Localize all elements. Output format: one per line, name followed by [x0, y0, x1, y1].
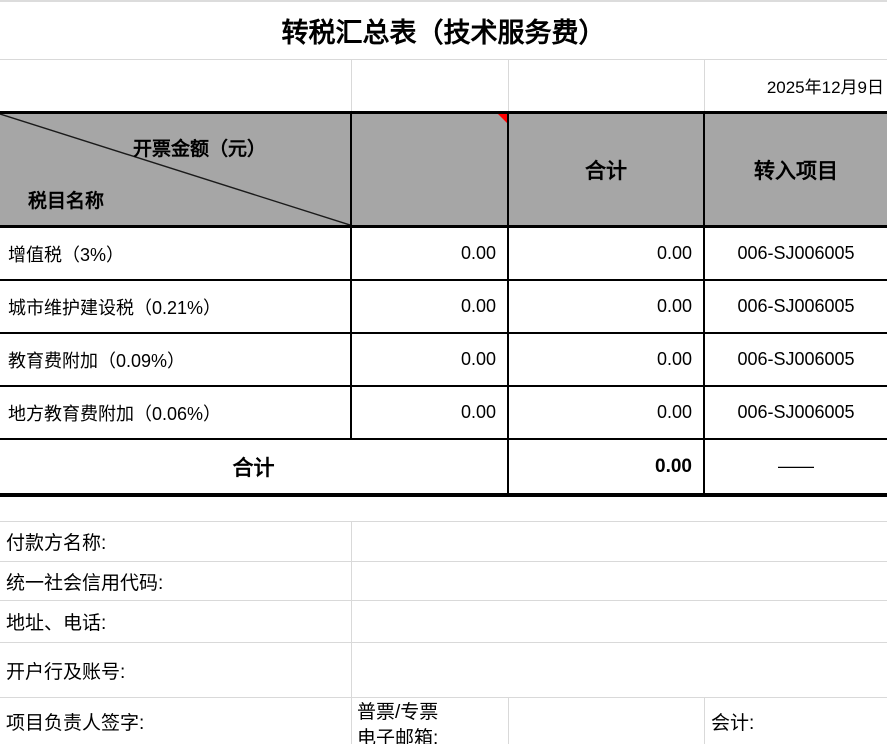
signer-label: 项目负责人签字:: [0, 698, 352, 744]
table-header-row: 开票金额（元） 税目名称 合计 转入项目: [0, 111, 887, 228]
amount-cell: 0.00: [352, 228, 509, 279]
tax-name-cell: 地方教育费附加（0.06%）: [0, 387, 352, 438]
signature-row: 项目负责人签字: 普票/专票 电子邮箱: 会计:: [0, 697, 887, 744]
tax-name-cell: 增值税（3%）: [0, 228, 352, 279]
credit-code-label: 统一社会信用代码:: [0, 562, 352, 600]
table-row: 城市维护建设税（0.21%） 0.00 0.00 006-SJ006005: [0, 281, 887, 334]
tax-name-cell: 教育费附加（0.09%）: [0, 334, 352, 385]
address-phone-value-cell: [352, 601, 887, 642]
bank-account-value-cell: [352, 643, 887, 697]
diagonal-line: [0, 114, 350, 225]
corner-header-cell: 开票金额（元） 税目名称: [0, 114, 352, 225]
project-cell: 006-SJ006005: [737, 349, 855, 369]
project-cell: 006-SJ006005: [737, 243, 855, 263]
amount-cell: 0.00: [352, 387, 509, 438]
payer-label: 付款方名称:: [0, 522, 352, 561]
date-row-empty-cell-1: [0, 60, 352, 111]
date-value: 2025年12月9日: [766, 78, 884, 97]
table-row: 教育费附加（0.09%） 0.00 0.00 006-SJ006005: [0, 334, 887, 387]
total-cell: 0.00: [509, 334, 705, 385]
corner-header-amount-label: 开票金额（元）: [133, 139, 267, 160]
header-total-cell: 合计: [509, 114, 705, 225]
invoice-email-cell: 普票/专票 电子邮箱:: [352, 698, 509, 744]
signature-empty-cell: [509, 698, 705, 744]
bank-account-row: 开户行及账号:: [0, 642, 887, 697]
page-title: 转税汇总表（技术服务费）: [0, 0, 887, 60]
address-phone-label: 地址、电话:: [0, 601, 352, 642]
address-phone-row: 地址、电话:: [0, 600, 887, 642]
total-row-amount: 0.00: [509, 440, 705, 493]
total-cell: 0.00: [509, 387, 705, 438]
corner-header-taxname-label: 税目名称: [28, 191, 105, 212]
comment-marker-icon: [498, 114, 507, 123]
accountant-label: 会计:: [711, 712, 755, 734]
total-cell: 0.00: [509, 228, 705, 279]
table-row: 地方教育费附加（0.06%） 0.00 0.00 006-SJ006005: [0, 387, 887, 440]
date-row: 2025年12月9日: [0, 60, 887, 111]
header-project-cell: 转入项目: [754, 159, 838, 183]
bank-account-label: 开户行及账号:: [0, 643, 352, 697]
total-cell: 0.00: [509, 281, 705, 332]
spacer-row: [0, 497, 887, 521]
email-label: 电子邮箱:: [357, 728, 439, 744]
payer-value-cell: [352, 522, 887, 561]
credit-code-value-cell: [352, 562, 887, 600]
date-row-empty-cell-2: [352, 60, 509, 111]
payer-row: 付款方名称:: [0, 521, 887, 561]
tax-name-cell: 城市维护建设税（0.21%）: [0, 281, 352, 332]
credit-code-row: 统一社会信用代码:: [0, 561, 887, 600]
total-row-project-dash: ——: [778, 456, 814, 476]
table-total-row: 合计 0.00 ——: [0, 440, 887, 497]
table-row: 增值税（3%） 0.00 0.00 006-SJ006005: [0, 228, 887, 281]
project-cell: 006-SJ006005: [737, 402, 855, 422]
amount-cell: 0.00: [352, 334, 509, 385]
amount-cell: 0.00: [352, 281, 509, 332]
total-row-label: 合计: [0, 440, 509, 493]
project-cell: 006-SJ006005: [737, 296, 855, 316]
date-row-empty-cell-3: [509, 60, 705, 111]
header-amount-cell: [352, 114, 509, 225]
invoice-type-label: 普票/专票: [357, 702, 439, 723]
